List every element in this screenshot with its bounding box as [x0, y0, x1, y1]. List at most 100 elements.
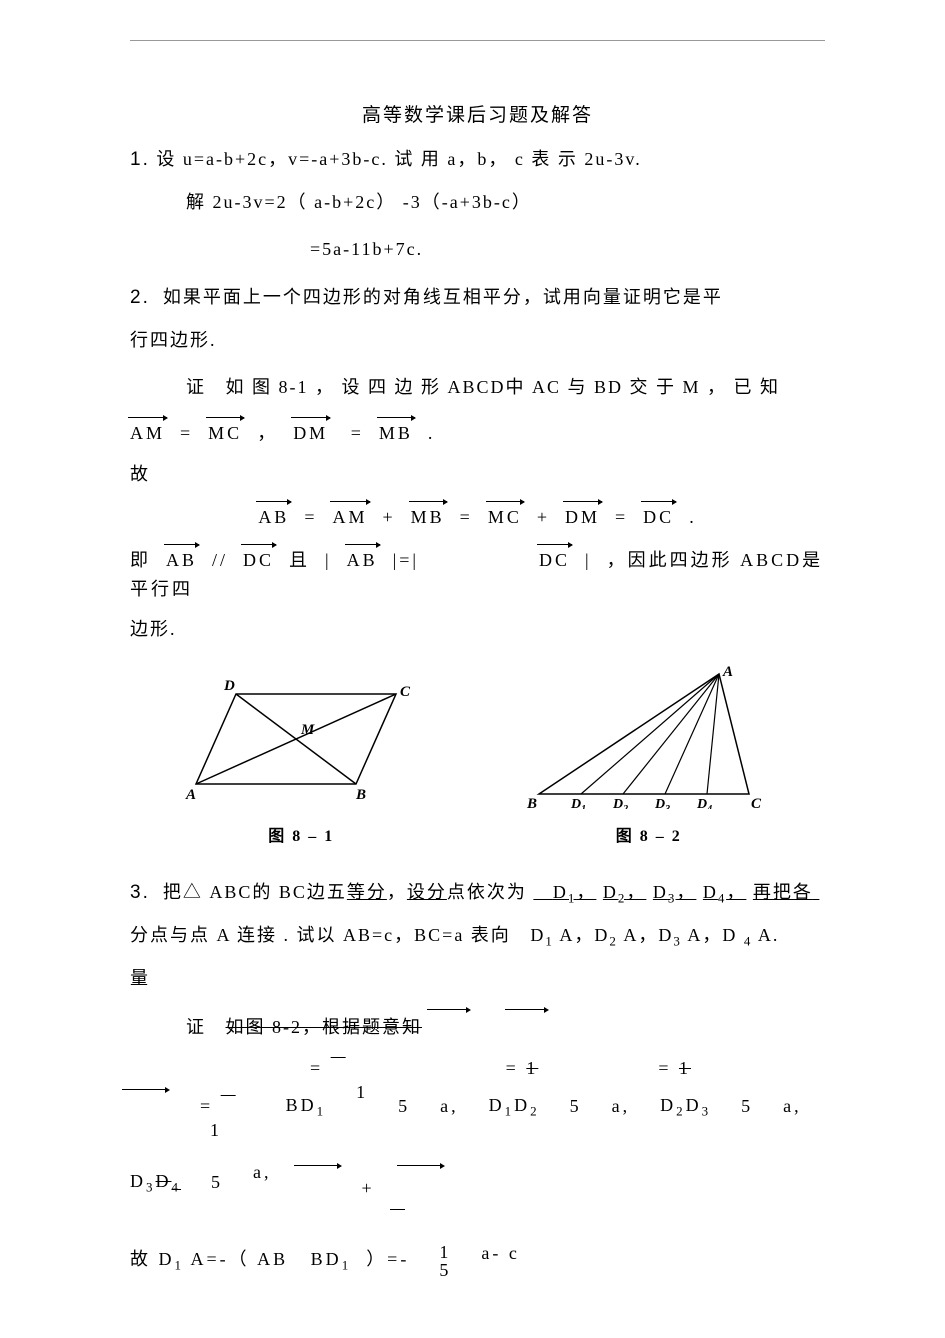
conc-ji: 即 — [130, 550, 151, 570]
conc-eq: |=| — [393, 550, 419, 570]
problem-1-sol-1: 解 2u-3v=2（ a-b+2c） -3（-a+3b-c） — [130, 188, 825, 217]
frac-final: 1 5 — [439, 1243, 451, 1279]
a-3: a, — [783, 1092, 802, 1121]
fig-2-label: 图 8 – 2 — [519, 824, 779, 850]
problem-2-text1: 如果平面上一个四边形的对角线互相平分，试用向量证明它是平 — [163, 287, 723, 307]
arrow-3 — [130, 1091, 160, 1122]
problem-2-conclusion-1: 即 AB // DC 且 | AB |=| DC | ，因此四边形 ABCD是平… — [130, 546, 825, 604]
vec-MC2: MC — [488, 503, 522, 532]
p3-t2e: A，D — [687, 925, 737, 945]
final-1: 故 D1 A=-（ AB BD1 ）=- — [130, 1245, 409, 1276]
overline-1 — [390, 1206, 405, 1235]
proof-label: 证 — [186, 377, 206, 397]
problem-3-frac-row-1: = = 1 = 1 — [130, 1054, 825, 1083]
eq-1-1: = 1 — [506, 1054, 539, 1083]
problem-3-frac-row-4: D3D4 5 a, + — [130, 1167, 825, 1198]
p3-proof-label: 证 — [186, 1017, 206, 1037]
bd1-txt: BD1 — [286, 1091, 327, 1122]
vec-DM: DM — [293, 419, 328, 448]
figure-8-1: A B C D M 图 8 – 1 — [176, 664, 426, 849]
problem-3-final: 故 D1 A=-（ AB BD1 ）=- 1 5 a- c — [130, 1243, 825, 1279]
p3-t1e: 点依次为 — [447, 882, 527, 902]
p3-proof-text-s: 如图 8-2，根据题意知 — [226, 1017, 423, 1037]
p3-sp — [533, 882, 553, 902]
den-1a: 5 — [398, 1092, 410, 1121]
top-divider — [130, 40, 825, 41]
p3-d4: D4 — [703, 882, 727, 902]
figure-8-1-svg: A B C D M — [176, 664, 426, 809]
num-final: 1 — [439, 1243, 451, 1261]
final-tail: a- c — [481, 1239, 519, 1268]
fig-1-label: 图 8 – 1 — [176, 824, 426, 850]
p3-t1: 把△ ABC的 BC边五 — [163, 882, 347, 902]
svg-text:M: M — [300, 722, 315, 738]
p3-c4: ， — [726, 882, 746, 902]
vec-DC4: DC — [539, 546, 570, 575]
eqbar-1: = — [310, 1054, 346, 1083]
problem-2-center-eq: AB = AM + MB = MC + DM = DC . — [130, 503, 825, 532]
figure-8-2: A B C D1 D2 D3 D4 图 8 – 2 — [519, 664, 779, 849]
problem-2-num: 2. — [130, 287, 150, 308]
p3-d2: D2 — [603, 882, 627, 902]
conc-tail: ，因此四边形 ABCD是平行四 — [130, 550, 823, 599]
problem-3-frac-row-5 — [130, 1206, 825, 1235]
conc-bar1: | — [325, 550, 332, 570]
vec-MC: MC — [208, 419, 242, 448]
vec-DC: DC — [643, 503, 674, 532]
sol1-text: 2u-3v=2（ a-b+2c） -3（-a+3b-c） — [213, 192, 532, 212]
vec-AB3: AB — [166, 546, 197, 575]
problem-2-vec-eq1: AM = MC ， DM = MB . — [130, 419, 825, 448]
p3-t1d: 设分 — [407, 882, 447, 902]
svg-text:C: C — [751, 796, 762, 809]
vec-DC3: DC — [243, 546, 274, 575]
gu-text: 故 — [130, 460, 825, 489]
conc-and: 且 — [289, 550, 310, 570]
d1d2-txt: D1D2 — [489, 1091, 540, 1122]
problem-3-liang: 量 — [130, 964, 825, 993]
p3-t1g: 再把各 — [753, 882, 813, 902]
proof-text-1: 如 图 8-1 ， 设 四 边 形 ABCD中 AC 与 BD 交 于 M ， … — [226, 377, 781, 397]
sol-label: 解 — [186, 192, 206, 212]
svg-text:D4: D4 — [696, 797, 712, 809]
d2d3-txt: D2D3 — [660, 1091, 711, 1122]
p3-t1u: 等分 — [347, 882, 387, 902]
p3-t2s2: 2 — [609, 934, 618, 949]
problem-1: 1. 设 u=a-b+2c，v=-a+3b-c. 试 用 a，b， c 表 示 … — [130, 145, 825, 175]
vec-DM2: DM — [565, 503, 600, 532]
problem-1-sol-2: =5a-11b+7c. — [130, 235, 825, 264]
eq-1-2: = 1 — [658, 1054, 691, 1083]
p3-t2f: A. — [758, 925, 780, 945]
d3d4-txt: D3D4 — [130, 1167, 181, 1198]
problem-3-num: 3. — [130, 882, 150, 903]
svg-text:D: D — [223, 678, 235, 694]
a-4: a, — [253, 1158, 272, 1187]
vec-AB: AB — [258, 503, 289, 532]
p3-t2c: A，D — [559, 925, 609, 945]
p3-d3: D3 — [653, 882, 677, 902]
plus-sign: + — [362, 1174, 375, 1203]
svg-text:D2: D2 — [612, 797, 628, 809]
problem-3-frac-row-2: = BD1 1 5 a, D1D2 5 a, D2D3 5 a, — [130, 1091, 825, 1122]
problem-2-proof-1: 证 如 图 8-1 ， 设 四 边 形 ABCD中 AC 与 BD 交 于 M … — [130, 373, 825, 402]
p3-t2a: 分点与点 A 连接 . 试以 AB=c，BC=a 表向 — [130, 925, 511, 945]
den-1b: 5 — [570, 1092, 582, 1121]
p3-c2: ， — [626, 882, 646, 902]
problem-3-line1: 3. 把△ ABC的 BC边五等分，设分点依次为 D1， D2， D3， D4，… — [130, 878, 825, 909]
svg-text:D1: D1 — [570, 797, 586, 809]
p3-t2s4: 4 — [744, 934, 753, 949]
svg-text:D3: D3 — [654, 797, 670, 809]
problem-2-conclusion-2: 边形. — [130, 615, 825, 644]
arrow-2 — [513, 1011, 539, 1042]
num-1a: 1 — [356, 1078, 368, 1107]
p3-t2b: D — [530, 925, 545, 945]
vec-AB4: AB — [347, 546, 378, 575]
p3-c1: ， — [576, 882, 596, 902]
svg-text:A: A — [722, 664, 733, 680]
vec-MB: MB — [379, 419, 413, 448]
num-2: 1 — [210, 1116, 222, 1145]
p3-d1: D1 — [553, 882, 577, 902]
p3-t2s3: 3 — [673, 934, 682, 949]
problem-1-text: 设 u=a-b+2c，v=-a+3b-c. 试 用 a，b， c 表 示 2u-… — [156, 149, 641, 169]
arrow-1 — [435, 1011, 461, 1042]
svg-text:C: C — [400, 684, 411, 700]
